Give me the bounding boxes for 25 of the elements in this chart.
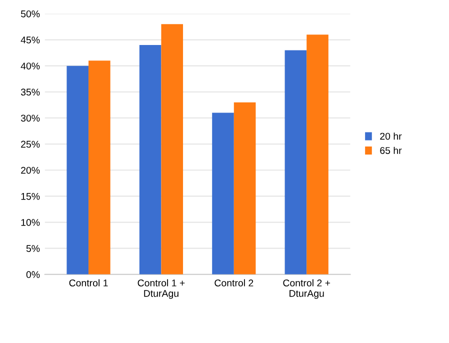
x-tick-label: Control 1 — [69, 279, 108, 286]
bar — [66, 66, 89, 274]
bar — [212, 112, 234, 274]
y-tick-label: 0% — [26, 271, 40, 278]
bar — [234, 102, 256, 274]
legend-label: 20 hr — [380, 132, 402, 140]
y-tick-label: 30% — [20, 114, 40, 122]
x-tick-label: Control 2 + DturAgu — [283, 279, 330, 299]
y-tick-label: 25% — [21, 140, 40, 148]
y-tick-label: 20% — [21, 166, 40, 174]
bar — [306, 34, 328, 274]
y-tick-label: 10% — [21, 219, 40, 226]
y-tick-label: 50% — [20, 10, 40, 18]
y-tick-label: 45% — [20, 36, 40, 44]
bar — [88, 60, 110, 274]
y-tick-label: 15% — [21, 192, 40, 200]
y-tick-label: 35% — [20, 88, 40, 96]
y-tick-label: 40% — [20, 62, 40, 70]
legend-label: 65 hr — [380, 146, 402, 154]
bar — [284, 50, 307, 274]
x-tick-label: Control 2 — [214, 279, 254, 286]
bar — [161, 24, 184, 274]
bar — [139, 45, 162, 274]
x-tick-label: Control 1 + DturAgu — [138, 279, 185, 299]
y-tick-label: 5% — [26, 245, 40, 252]
